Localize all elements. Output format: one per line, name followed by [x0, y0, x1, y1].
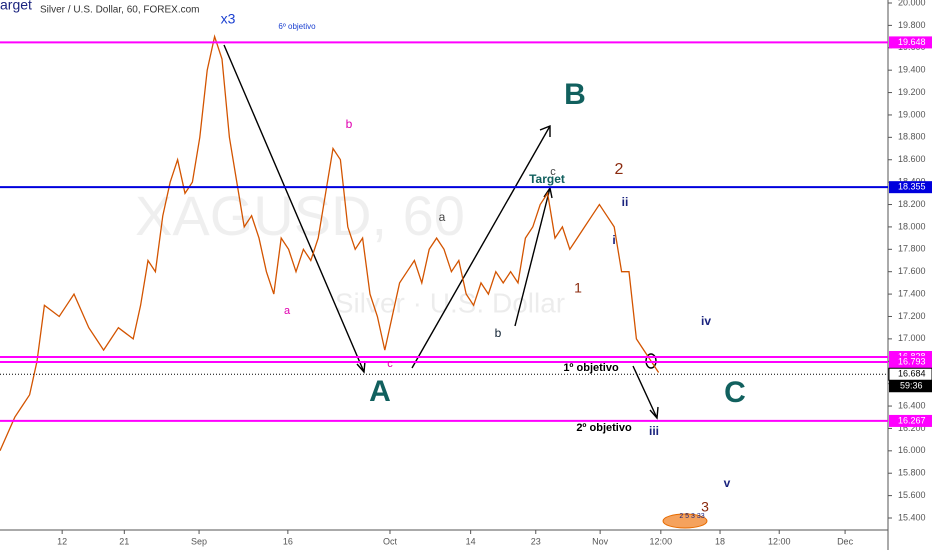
level-label: 16.684	[898, 369, 926, 379]
x-tick-label: 16	[283, 536, 293, 546]
annotation: c	[550, 166, 556, 178]
y-tick-label: 17.400	[898, 288, 926, 298]
annotation: a	[284, 305, 291, 317]
level-label: 19.648	[898, 37, 926, 47]
annotation: 2º objetivo	[576, 422, 632, 434]
annotation: a	[439, 210, 446, 224]
price-line	[0, 34, 660, 452]
x-tick-label: Oct	[383, 536, 398, 546]
annotation: C	[724, 376, 746, 409]
annotation: b	[495, 326, 502, 340]
y-tick-label: 19.200	[898, 87, 926, 97]
annotation: arget	[0, 0, 32, 13]
level-label: 16.267	[898, 415, 926, 425]
level-label: 16.793	[898, 356, 926, 366]
annotation: i	[612, 233, 615, 247]
y-tick-label: 20.000	[898, 0, 926, 7]
y-tick-label: 19.000	[898, 109, 926, 119]
level-label-box	[889, 181, 932, 194]
y-tick-label: 17.600	[898, 266, 926, 276]
x-tick-label: 14	[466, 536, 476, 546]
annotation: c	[387, 358, 393, 370]
y-tick-label: 16.000	[898, 445, 926, 455]
y-tick-label: 15.400	[898, 512, 926, 522]
annotation: b	[346, 117, 353, 131]
annotation: iii	[649, 424, 659, 438]
annotation: 3	[701, 499, 709, 515]
logo	[662, 513, 708, 529]
y-tick-label: 16.200	[898, 423, 926, 433]
level-label-box	[889, 414, 932, 427]
annotation: iv	[701, 314, 711, 328]
annotation: x3	[221, 11, 236, 27]
x-tick-label: Nov	[592, 536, 609, 546]
annotation: Target	[529, 172, 565, 186]
level-label: 18.355	[898, 182, 926, 192]
x-tick-label: 12	[57, 536, 67, 546]
annotation: 2	[615, 161, 624, 178]
x-tick-label: 23	[531, 536, 541, 546]
x-tick-label: Sep	[191, 536, 207, 546]
y-tick-label: 15.600	[898, 490, 926, 500]
x-tick-label: 12:00	[650, 536, 673, 546]
y-tick-label: 17.200	[898, 311, 926, 321]
level-label-box	[889, 36, 932, 49]
y-tick-label: 18.200	[898, 199, 926, 209]
countdown-box	[889, 380, 932, 393]
y-tick-label: 16.400	[898, 400, 926, 410]
y-tick-label: 15.800	[898, 468, 926, 478]
annotation: v	[724, 476, 731, 490]
annotation: A	[369, 375, 391, 408]
annotation: 2 5 3 33	[679, 513, 704, 520]
countdown: 59:36	[900, 381, 923, 391]
annotation: 1	[574, 280, 582, 296]
level-label-box	[889, 356, 932, 369]
annotation: ii	[622, 195, 629, 209]
x-tick-label: 21	[119, 536, 129, 546]
annotation: 1º objetivo	[563, 362, 619, 374]
watermark: XAGUSD, 60	[135, 184, 465, 247]
y-tick-label: 18.800	[898, 132, 926, 142]
x-tick-label: Dec	[837, 536, 854, 546]
y-tick-label: 18.600	[898, 154, 926, 164]
annotation: 6º objetivo	[278, 22, 316, 31]
x-tick-label: 18	[715, 536, 725, 546]
y-tick-label: 19.800	[898, 20, 926, 30]
chart-title: Silver / U.S. Dollar, 60, FOREX.com	[40, 5, 200, 16]
y-tick-label: 19.400	[898, 65, 926, 75]
annotation: B	[564, 78, 586, 111]
y-tick-label: 17.000	[898, 333, 926, 343]
y-tick-label: 18.000	[898, 221, 926, 231]
x-tick-label: 12:00	[768, 536, 791, 546]
y-tick-label: 17.800	[898, 244, 926, 254]
